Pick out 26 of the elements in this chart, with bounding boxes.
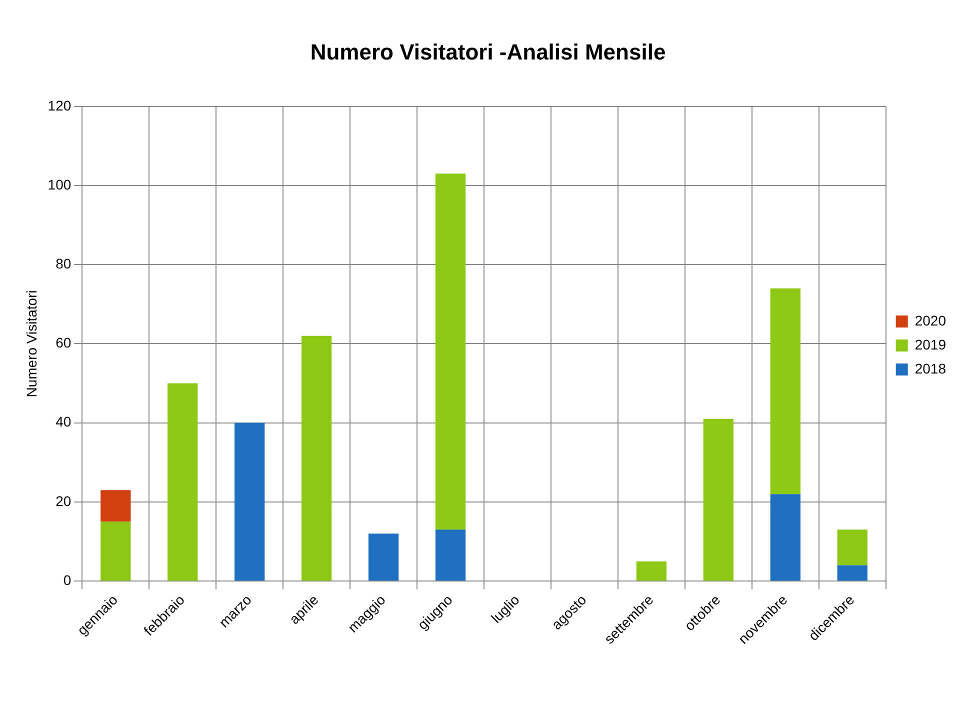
y-tick-label: 80 <box>56 255 72 272</box>
legend-label: 2019 <box>914 336 946 352</box>
bar <box>770 494 800 581</box>
bar <box>368 534 399 581</box>
bar <box>435 174 466 530</box>
chart-title: Numero Visitatori -Analisi Mensile <box>310 39 666 64</box>
bar <box>703 418 734 581</box>
bar <box>100 490 131 522</box>
bar <box>837 565 868 581</box>
y-tick-label: 0 <box>63 572 72 588</box>
y-tick-label: 100 <box>48 176 72 192</box>
y-axis-title: Numero Visitatori <box>23 290 40 398</box>
bar <box>435 530 466 581</box>
bar <box>234 422 265 581</box>
legend-label: 2020 <box>914 312 946 328</box>
y-tick-label: 40 <box>56 414 72 430</box>
y-tick-label: 120 <box>48 97 72 114</box>
bar <box>837 530 868 566</box>
y-tick-label: 20 <box>56 492 72 509</box>
bar <box>636 561 667 581</box>
bar <box>302 336 332 581</box>
y-tick-label: 60 <box>56 334 72 351</box>
bar <box>168 383 198 581</box>
legend-label: 2018 <box>914 360 946 376</box>
bar <box>770 288 800 494</box>
bar <box>100 522 131 581</box>
